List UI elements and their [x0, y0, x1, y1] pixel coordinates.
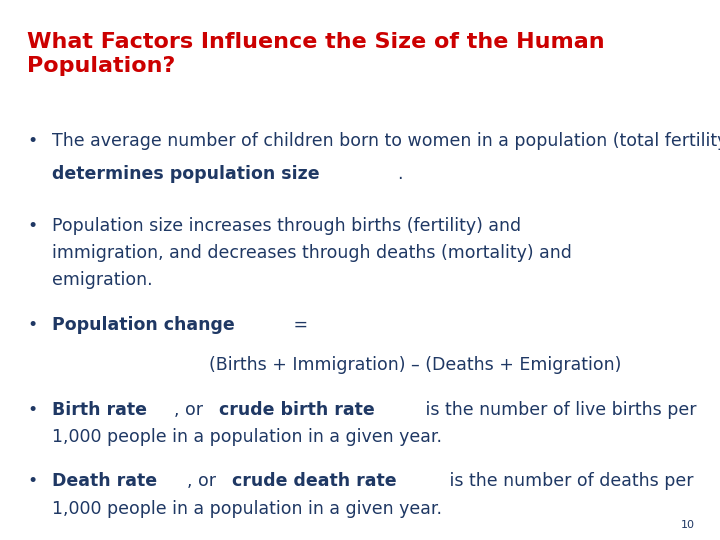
Text: determines population size: determines population size: [52, 165, 320, 183]
Text: Population change: Population change: [52, 316, 235, 334]
Text: 10: 10: [681, 520, 695, 530]
Text: 1,000 people in a population in a given year.: 1,000 people in a population in a given …: [52, 428, 442, 445]
Text: , or: , or: [187, 472, 222, 490]
Text: immigration, and decreases through deaths (mortality) and: immigration, and decreases through death…: [52, 244, 572, 262]
Text: 1,000 people in a population in a given year.: 1,000 people in a population in a given …: [52, 500, 442, 517]
Text: .: .: [397, 165, 402, 183]
Text: Population size increases through births (fertility) and: Population size increases through births…: [52, 217, 521, 235]
Text: •: •: [27, 401, 37, 418]
Text: •: •: [27, 217, 37, 235]
Text: is the number of live births per: is the number of live births per: [420, 401, 696, 418]
Text: crude birth rate: crude birth rate: [219, 401, 374, 418]
Text: (Births + Immigration) – (Deaths + Emigration): (Births + Immigration) – (Deaths + Emigr…: [209, 356, 621, 374]
Text: •: •: [27, 472, 37, 490]
Text: •: •: [27, 132, 37, 150]
Text: emigration.: emigration.: [52, 271, 153, 289]
Text: crude death rate: crude death rate: [232, 472, 397, 490]
Text: =: =: [288, 316, 307, 334]
Text: , or: , or: [174, 401, 209, 418]
Text: The average number of children born to women in a population (total fertility ra: The average number of children born to w…: [52, 132, 720, 150]
Text: Birth rate: Birth rate: [52, 401, 147, 418]
Text: What Factors Influence the Size of the Human
Population?: What Factors Influence the Size of the H…: [27, 32, 605, 76]
Text: Death rate: Death rate: [52, 472, 157, 490]
Text: •: •: [27, 316, 37, 334]
Text: is the number of deaths per: is the number of deaths per: [444, 472, 694, 490]
